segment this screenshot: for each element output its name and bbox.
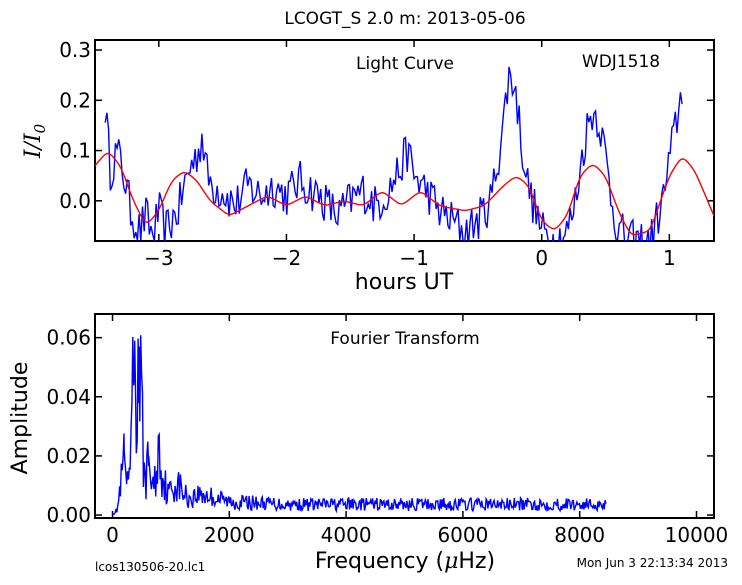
x-tick-label: 1 [663, 246, 676, 270]
light-curve-axes-frame [94, 39, 715, 242]
fourier-xlabel: Frequency (μHz) [315, 549, 495, 574]
x-tick-label: 6000 [437, 523, 488, 547]
y-tick-label: 0.02 [46, 444, 91, 468]
fourier-series [112, 335, 607, 516]
figure-title: LCOGT_S 2.0 m: 2013-05-06 [284, 9, 525, 29]
y-tick-label: 0.1 [59, 139, 91, 163]
fourier-axes-frame [94, 313, 715, 519]
y-tick-label: 0.3 [59, 38, 91, 62]
y-tick-label: 0.06 [46, 326, 91, 350]
x-tick-label: 0 [106, 523, 119, 547]
data-series-line [104, 66, 683, 241]
x-tick-label: 2000 [204, 523, 255, 547]
fourier-ylabel: Amplitude [8, 362, 33, 475]
fourier-ticks: 0 2000 4000 6000 8000 10000 0.00 0.02 0.04 0.06 [46, 314, 728, 547]
light-curve-xlabel: hours UT [355, 270, 454, 295]
light-curve-series [95, 66, 714, 241]
light-curve-annotation: Light Curve [356, 54, 454, 74]
fit-series-line [95, 152, 714, 236]
y-tick-label: 0.00 [46, 503, 91, 527]
fourier-panel: 0 2000 4000 6000 8000 10000 0.00 0.02 0.04 0.06 F… [8, 313, 728, 574]
target-name-annotation: WDJ1518 [582, 52, 660, 72]
y-tick-label: 0.0 [59, 189, 91, 213]
light-curve-panel: −3 −2 −1 0 1 0.0 0.1 0.2 0.3 Light Curve WDJ1518… [21, 38, 715, 295]
x-tick-label: −2 [272, 246, 301, 270]
y-tick-label: 0.04 [46, 385, 91, 409]
spectrum-series-line [112, 335, 607, 516]
footer-timestamp: Mon Jun 3 22:13:34 2013 [577, 556, 728, 570]
x-tick-label: −1 [399, 246, 428, 270]
x-tick-label: 10000 [665, 523, 729, 547]
x-tick-label: 0 [535, 246, 548, 270]
light-curve-ticks: −3 −2 −1 0 1 0.0 0.1 0.2 0.3 [59, 38, 714, 270]
x-tick-label: 4000 [321, 523, 372, 547]
light-curve-ylabel: I/I0 [21, 123, 49, 159]
x-tick-label: −3 [144, 246, 173, 270]
y-tick-label: 0.2 [59, 88, 91, 112]
footer-filename: lcos130506-20.lc1 [95, 560, 205, 574]
fourier-annotation: Fourier Transform [330, 329, 479, 349]
x-tick-label: 8000 [554, 523, 605, 547]
